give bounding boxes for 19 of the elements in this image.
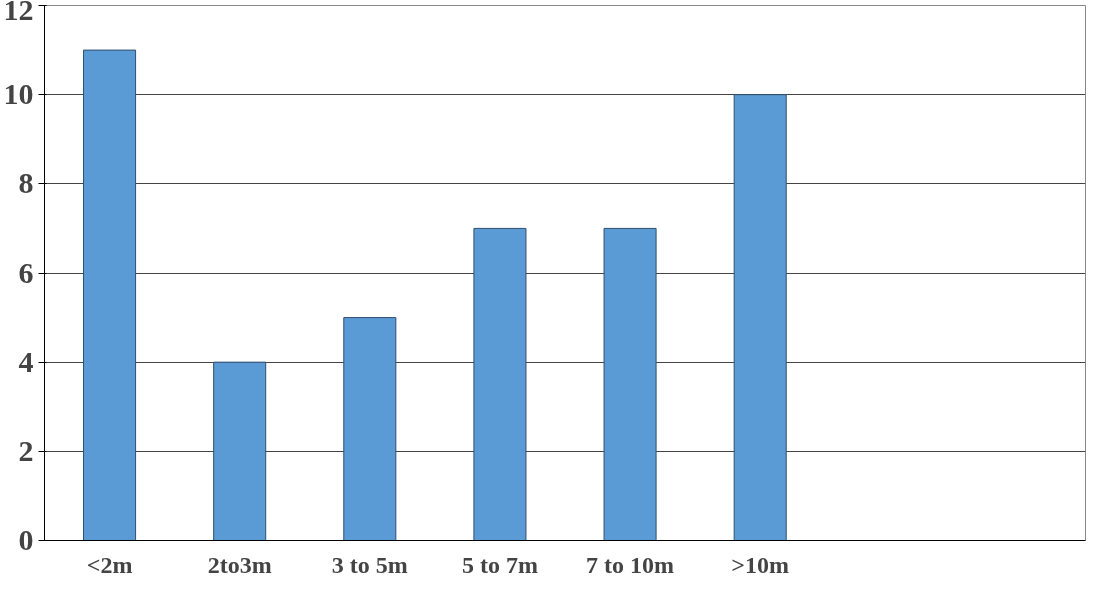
bar [83, 49, 137, 541]
bar [603, 227, 657, 541]
x-tick-label: >10m [731, 551, 790, 578]
y-tick-label: 12 [3, 0, 34, 26]
y-tick-label: 8 [18, 166, 34, 200]
y-tick-label: 10 [3, 77, 34, 111]
x-tick-label: <2m [86, 551, 133, 578]
x-tick-label: 7 to 10m [586, 551, 675, 578]
y-tick-label: 4 [18, 344, 34, 378]
x-tick-label: 2to3m [207, 551, 272, 578]
bar [473, 227, 527, 541]
y-tick-label: 0 [18, 523, 34, 556]
bar [733, 94, 787, 541]
x-tick-label: 3 to 5m [331, 551, 408, 578]
y-tick-label: 6 [18, 255, 34, 289]
bar [213, 361, 267, 541]
y-tick-label: 2 [18, 433, 34, 467]
x-tick-label: 5 to 7m [461, 551, 538, 578]
bar [343, 317, 397, 541]
